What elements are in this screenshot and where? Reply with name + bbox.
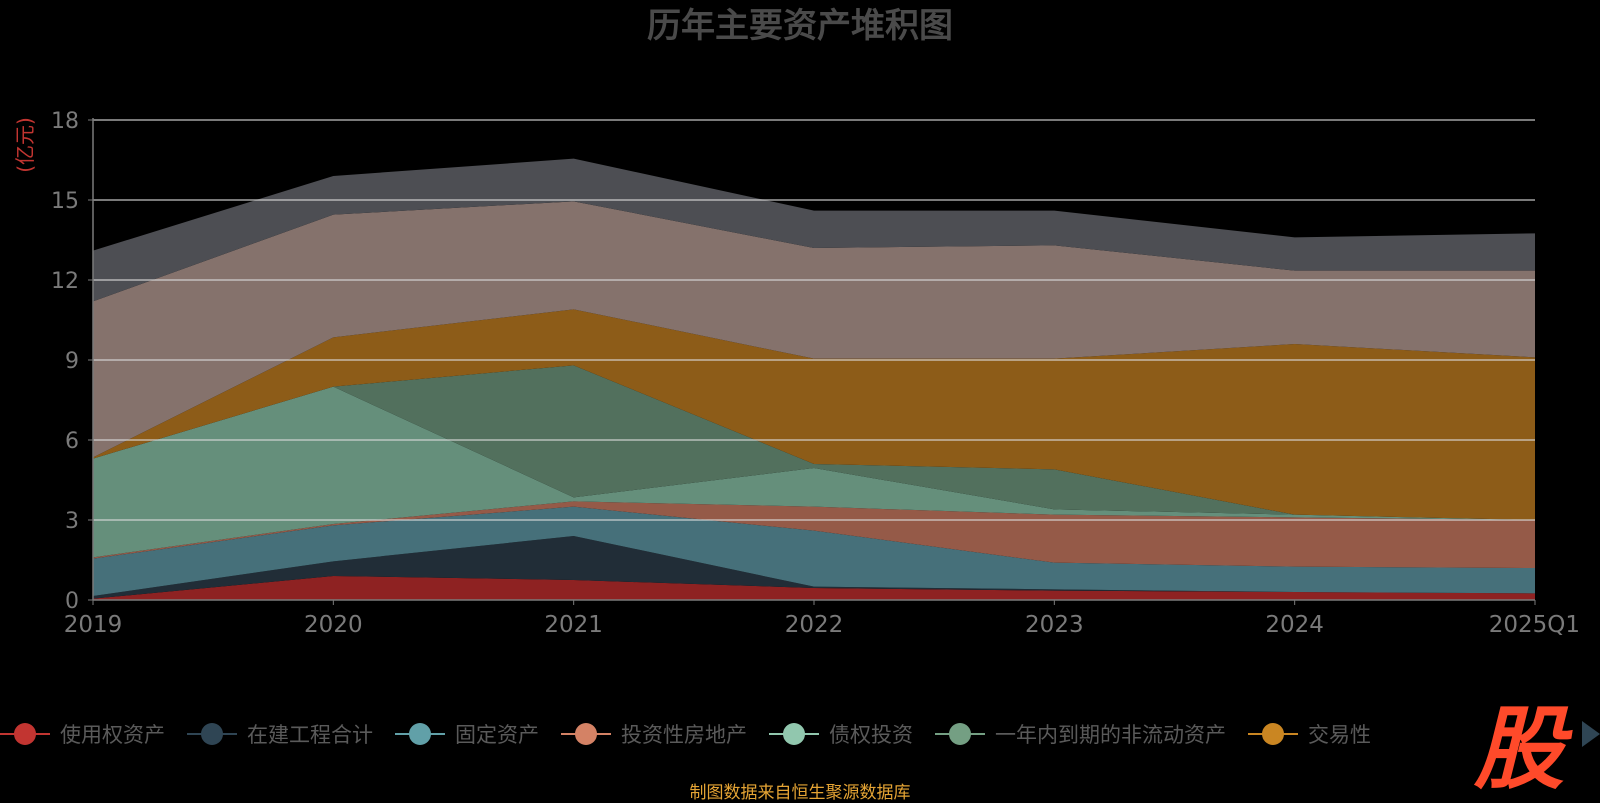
area-series-4 [93, 501, 1535, 568]
area-series-6 [93, 365, 1535, 520]
area-series-7 [93, 309, 1535, 520]
series-areas [93, 158, 1535, 600]
legend-label: 投资性房地产 [621, 723, 747, 747]
legend-item-3[interactable]: 固定资产 [395, 723, 539, 747]
y-tick-label: 6 [65, 429, 79, 454]
legend-label: 交易性 [1308, 723, 1371, 747]
legend-next-page-button[interactable] [1582, 721, 1600, 747]
legend-label: 使用权资产 [60, 723, 165, 747]
x-tick-label: 2020 [304, 612, 363, 638]
legend-marker [14, 723, 36, 745]
x-tick-label: 2023 [1025, 612, 1084, 638]
x-tick-label: 2024 [1265, 612, 1324, 638]
x-tick-label: 2025Q1 [1489, 612, 1580, 638]
legend-marker [409, 723, 431, 745]
legend-label: 固定资产 [455, 723, 539, 747]
area-series-9 [93, 158, 1535, 302]
y-tick-label: 3 [65, 509, 79, 534]
legend-marker [1262, 723, 1284, 745]
legend-marker [949, 723, 971, 745]
x-tick-label: 2021 [544, 612, 603, 638]
legend-marker [201, 723, 223, 745]
legend-item-4[interactable]: 投资性房地产 [561, 723, 747, 747]
area-series-8 [93, 201, 1535, 458]
y-tick-label: 15 [51, 189, 79, 214]
y-tick-label: 9 [65, 349, 79, 374]
legend-item-5[interactable]: 债权投资 [769, 723, 913, 747]
area-series-2 [93, 536, 1535, 599]
data-source-footer: 制图数据来自恒生聚源数据库 [689, 783, 911, 803]
legend-item-6[interactable]: 一年内到期的非流动资产 [935, 723, 1226, 747]
x-tick-label: 2022 [785, 612, 844, 638]
x-tick-label: 2019 [64, 612, 123, 638]
y-tick-label: 18 [51, 109, 79, 134]
legend-marker [783, 723, 805, 745]
legend-item-1[interactable]: 使用权资产 [0, 723, 165, 747]
stock-logo-watermark: 股 [1473, 697, 1573, 800]
y-axis-unit-label: (亿元) [13, 117, 37, 173]
legend-label: 在建工程合计 [247, 723, 373, 747]
area-series-3 [93, 506, 1535, 596]
area-series-5 [93, 386, 1535, 558]
axes: 0 3 6 9 12 15 18 2019 2020 2021 2022 2023 2024 2025Q1 [51, 109, 1580, 638]
y-tick-label: 0 [65, 589, 79, 614]
legend-item-7[interactable]: 交易性 [1248, 723, 1371, 747]
grid-lines [93, 119, 1535, 521]
legend: 使用权资产 在建工程合计 固定资产 投资性房地产 债权投资 一年内到期的非流动资产 交易性 [0, 723, 1371, 747]
y-tick-label: 12 [51, 269, 79, 294]
legend-label: 一年内到期的非流动资产 [995, 723, 1226, 747]
chart-title: 历年主要资产堆积图 [647, 6, 953, 46]
legend-label: 债权投资 [829, 723, 913, 747]
legend-marker [575, 723, 597, 745]
legend-item-2[interactable]: 在建工程合计 [187, 723, 373, 747]
chevron-right-icon[interactable] [1582, 721, 1600, 747]
